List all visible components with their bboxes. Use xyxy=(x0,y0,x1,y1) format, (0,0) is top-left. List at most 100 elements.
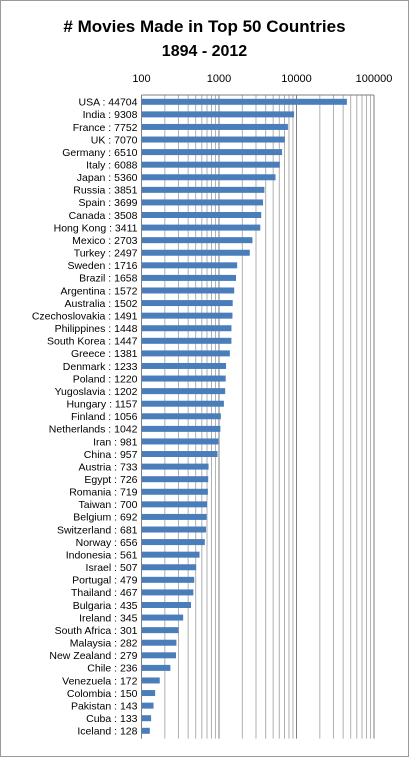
bar-usa xyxy=(141,98,347,105)
bar-yugoslavia xyxy=(141,388,226,395)
category-label: Chile : 236 xyxy=(87,663,137,675)
category-label: Argentina : 1572 xyxy=(60,285,137,297)
bar-south-africa xyxy=(141,627,179,634)
bar-romania xyxy=(141,488,208,495)
category-label: Italy : 6088 xyxy=(86,159,138,171)
bar-south-korea xyxy=(141,337,232,344)
bar-hungary xyxy=(141,400,224,407)
chart-subtitle: 1894 - 2012 xyxy=(161,43,248,60)
bar-greece xyxy=(141,350,230,357)
category-label: Greece : 1381 xyxy=(71,348,138,360)
category-label: Poland : 1220 xyxy=(73,373,138,385)
bars xyxy=(141,98,347,734)
category-label: New Zealand : 279 xyxy=(49,650,137,662)
bar-austria xyxy=(141,463,209,470)
bar-israel xyxy=(141,564,197,571)
category-label: India : 9308 xyxy=(83,109,138,121)
category-label: Denmark : 1233 xyxy=(63,361,138,373)
category-label: Cuba : 133 xyxy=(86,713,138,725)
bar-ireland xyxy=(141,614,184,621)
category-label: Romania : 719 xyxy=(69,487,137,499)
axes xyxy=(141,94,374,739)
bar-uk xyxy=(141,136,285,143)
category-label: Egypt : 726 xyxy=(84,474,137,486)
bar-brazil xyxy=(141,274,237,281)
category-label: Spain : 3699 xyxy=(79,197,138,209)
category-label: Sweden : 1716 xyxy=(67,260,137,272)
category-label: Venezuela : 172 xyxy=(62,675,137,687)
bar-colombia xyxy=(141,690,156,697)
bar-spain xyxy=(141,199,264,206)
bar-portugal xyxy=(141,576,195,583)
x-tick-label: 1000 xyxy=(207,73,231,85)
category-label: Germany : 6510 xyxy=(62,147,137,159)
category-label: Malaysia : 282 xyxy=(70,638,138,650)
bar-iran xyxy=(141,438,219,445)
bar-denmark xyxy=(141,362,227,369)
category-label: France : 7752 xyxy=(73,122,138,134)
category-label: Hong Kong : 3411 xyxy=(54,222,138,234)
category-label: Yugoslavia : 1202 xyxy=(55,386,138,398)
category-label: Hungary : 1157 xyxy=(66,399,137,411)
bar-chile xyxy=(141,664,171,671)
bar-indonesia xyxy=(141,551,200,558)
category-label: Thailand : 467 xyxy=(71,587,138,599)
bar-taiwan xyxy=(141,501,207,508)
category-label: Philippines : 1448 xyxy=(55,323,138,335)
category-label: Australia : 1502 xyxy=(65,298,138,310)
bar-finland xyxy=(141,413,221,420)
bar-netherlands xyxy=(141,425,221,432)
category-label: South Korea : 1447 xyxy=(47,336,138,348)
bar-czechoslovakia xyxy=(141,312,233,319)
category-label: Israel : 507 xyxy=(86,562,138,574)
bar-france xyxy=(141,123,288,130)
category-label: USA : 44704 xyxy=(79,97,138,109)
category-label: Finland : 1056 xyxy=(71,411,138,423)
category-label: Russia : 3851 xyxy=(73,185,137,197)
category-label: Belgium : 692 xyxy=(73,512,137,524)
bar-australia xyxy=(141,300,233,307)
category-label: Switzerland : 681 xyxy=(57,524,138,536)
bar-venezuela xyxy=(141,677,160,684)
category-label: Canada : 3508 xyxy=(69,210,138,222)
bar-turkey xyxy=(141,249,250,256)
category-label: Mexico : 2703 xyxy=(72,235,138,247)
x-tick-labels: 100 1000 10000 100000 xyxy=(132,73,392,85)
bar-canada xyxy=(141,212,262,219)
category-label: Ireland : 345 xyxy=(79,612,138,624)
bar-russia xyxy=(141,186,265,193)
bar-belgium xyxy=(141,513,207,520)
category-label: Netherlands : 1042 xyxy=(49,424,138,436)
x-tick-label: 10000 xyxy=(281,73,312,85)
category-label: Turkey : 2497 xyxy=(74,248,138,260)
bar-thailand xyxy=(141,589,194,596)
bar-argentina xyxy=(141,287,235,294)
bar-china xyxy=(141,451,218,458)
category-label: Japan : 5360 xyxy=(77,172,138,184)
bar-sweden xyxy=(141,262,238,269)
chart-title: # Movies Made in Top 50 Countries xyxy=(63,17,346,36)
bar-hong-kong xyxy=(141,224,261,231)
category-label: Iceland : 128 xyxy=(77,726,137,738)
bar-philippines xyxy=(141,325,232,332)
bar-new-zealand xyxy=(141,652,177,659)
category-label: Pakistan : 143 xyxy=(71,700,138,712)
category-label: Austria : 733 xyxy=(79,461,138,473)
category-label: Iran : 981 xyxy=(93,436,138,448)
category-label: Brazil : 1658 xyxy=(79,273,138,285)
category-label: UK : 7070 xyxy=(91,134,138,146)
bar-norway xyxy=(141,539,205,546)
bar-germany xyxy=(141,149,283,156)
bar-poland xyxy=(141,375,226,382)
bar-bulgaria xyxy=(141,601,191,608)
category-label: China : 957 xyxy=(84,449,138,461)
x-tick-label: 100000 xyxy=(356,73,393,85)
category-label: Czechoslovakia : 1491 xyxy=(32,310,138,322)
category-label: Colombia : 150 xyxy=(67,688,138,700)
bar-pakistan xyxy=(141,702,154,709)
category-label: Bulgaria : 435 xyxy=(73,600,138,612)
bar-cuba xyxy=(141,715,152,722)
category-label: Norway : 656 xyxy=(76,537,138,549)
